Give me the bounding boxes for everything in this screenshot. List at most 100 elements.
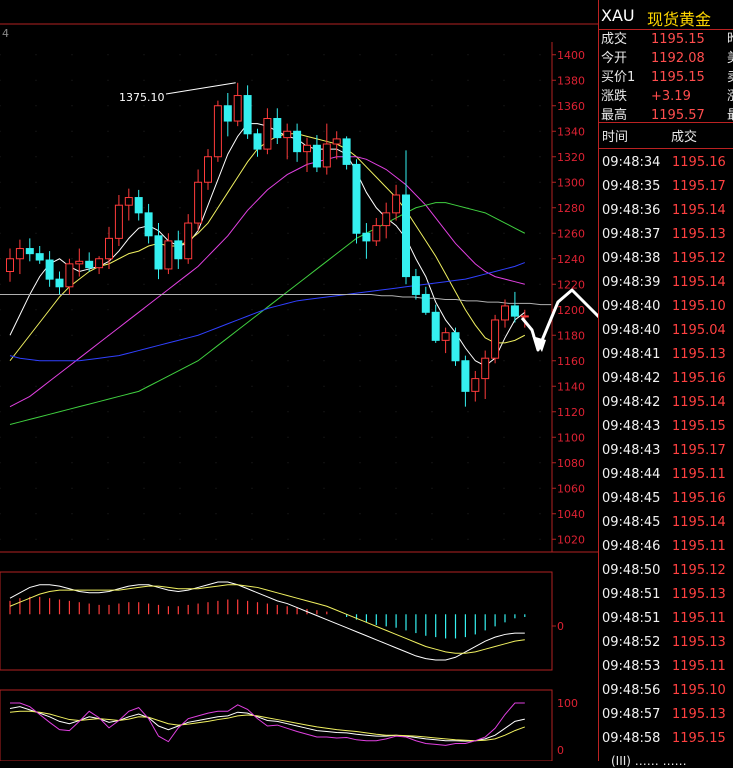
grid-dot — [287, 462, 289, 464]
tick-row[interactable]: 09:48:36 1195.14 — [599, 199, 733, 223]
candle-body — [411, 276, 420, 295]
candle-body — [421, 293, 430, 313]
grid-dot — [71, 156, 73, 158]
tick-row[interactable]: 09:48:51 1195.13 — [599, 583, 733, 607]
grid-dot — [107, 538, 109, 540]
grid-dot — [431, 462, 433, 464]
grid-dot — [143, 411, 145, 413]
grid-dot — [71, 538, 73, 540]
price-tick-label: 1060 — [557, 482, 585, 495]
grid-dot — [395, 232, 397, 234]
kdj-k-line — [9, 706, 525, 742]
grid-dot — [71, 258, 73, 260]
tick-row[interactable]: 09:48:43 1195.17 — [599, 439, 733, 463]
quote-cut-label: 涨 — [727, 87, 733, 106]
grid-dot — [0, 130, 1, 132]
tick-row[interactable]: 09:48:56 1195.10 — [599, 679, 733, 703]
grid-dot — [359, 538, 361, 540]
tick-price: 1195.17 — [672, 179, 726, 194]
grid-dot — [71, 105, 73, 107]
grid-dot — [179, 334, 181, 336]
grid-dot — [107, 283, 109, 285]
grid-dot — [539, 309, 541, 311]
quote-cut-label: 卖 — [727, 68, 733, 87]
grid-dot — [287, 79, 289, 81]
grid-dot — [503, 334, 505, 336]
grid-dot — [0, 181, 1, 183]
tick-row[interactable]: 09:48:52 1195.13 — [599, 631, 733, 655]
tick-row[interactable]: 09:48:53 1195.11 — [599, 655, 733, 679]
grid-dot — [287, 436, 289, 438]
grid-dot — [107, 79, 109, 81]
candle-body — [402, 194, 410, 278]
tick-time: 09:48:51 — [602, 611, 661, 626]
tick-row[interactable]: 09:48:51 1195.11 — [599, 607, 733, 631]
grid-dot — [287, 232, 289, 234]
grid-dot — [35, 79, 37, 81]
grid-dot — [395, 283, 397, 285]
price-tick-label: 1380 — [557, 74, 585, 87]
grid-dot — [467, 462, 469, 464]
grid-dot — [251, 130, 253, 132]
grid-dot — [287, 513, 289, 515]
tick-row[interactable]: 09:48:57 1195.13 — [599, 703, 733, 727]
tick-time: 09:48:42 — [602, 395, 661, 410]
candle-body — [243, 95, 252, 135]
grid-dot — [179, 538, 181, 540]
grid-dot — [179, 54, 181, 56]
grid-dot — [503, 130, 505, 132]
tick-row[interactable]: 09:48:39 1195.14 — [599, 271, 733, 295]
candle-body — [293, 130, 302, 153]
tick-row[interactable]: 09:48:35 1195.17 — [599, 175, 733, 199]
tick-row[interactable]: 09:48:44 1195.11 — [599, 463, 733, 487]
candle-body — [134, 197, 143, 214]
tick-row[interactable]: 09:48:42 1195.14 — [599, 391, 733, 415]
grid-dot — [0, 232, 1, 234]
grid-dot — [179, 360, 181, 362]
grid-dot — [143, 130, 145, 132]
grid-dot — [215, 232, 217, 234]
tick-row[interactable]: 09:48:42 1195.16 — [599, 367, 733, 391]
tick-row[interactable]: 09:48:41 1195.13 — [599, 343, 733, 367]
tick-row[interactable]: 09:48:40 1195.04 — [599, 319, 733, 343]
tick-price: 1195.14 — [672, 515, 726, 530]
kdj-frame — [0, 689, 553, 761]
tick-row[interactable]: 09:48:38 1195.12 — [599, 247, 733, 271]
grid-dot — [0, 258, 1, 260]
grid-dot — [35, 130, 37, 132]
candle-body — [114, 204, 123, 239]
kdj-j-line — [10, 702, 525, 746]
grid-dot — [287, 105, 289, 107]
grid-dot — [0, 462, 1, 464]
grid-dot — [395, 538, 397, 540]
tick-row[interactable]: 09:48:37 1195.13 — [599, 223, 733, 247]
tick-time: 09:48:52 — [602, 635, 661, 650]
grid-dot — [395, 130, 397, 132]
grid-dot — [251, 258, 253, 260]
tick-row[interactable]: 09:48:46 1195.11 — [599, 535, 733, 559]
grid-dot — [107, 436, 109, 438]
price-tick-label: 1300 — [557, 176, 585, 189]
grid-dot — [431, 538, 433, 540]
grid-dot — [395, 54, 397, 56]
tick-row[interactable]: 09:48:43 1195.15 — [599, 415, 733, 439]
candle-body — [45, 259, 54, 280]
tick-row[interactable]: 09:48:45 1195.16 — [599, 487, 733, 511]
tick-row[interactable]: 09:48:58 1195.15 — [599, 727, 733, 751]
grid-dot — [107, 105, 109, 107]
grid-dot — [395, 79, 397, 81]
tick-time: 09:48:50 — [602, 563, 661, 578]
grid-dot — [287, 385, 289, 387]
instrument-name: 现货黄金 — [647, 10, 712, 29]
grid-dot — [71, 54, 73, 56]
candle-body — [451, 332, 460, 362]
grid-dot — [539, 538, 541, 540]
ma120-line — [9, 262, 525, 362]
tick-row[interactable]: 09:48:40 1195.10 — [599, 295, 733, 319]
candlestick-chart[interactable]: 1375.10 1400 1380 1360 1340 1320 1300 1280 1260… — [0, 0, 598, 761]
grid-dot — [35, 105, 37, 107]
grid-dot — [71, 181, 73, 183]
tick-row[interactable]: 09:48:45 1195.14 — [599, 511, 733, 535]
tick-row[interactable]: 09:48:50 1195.12 — [599, 559, 733, 583]
tick-row[interactable]: 09:48:34 1195.16 — [599, 151, 733, 175]
